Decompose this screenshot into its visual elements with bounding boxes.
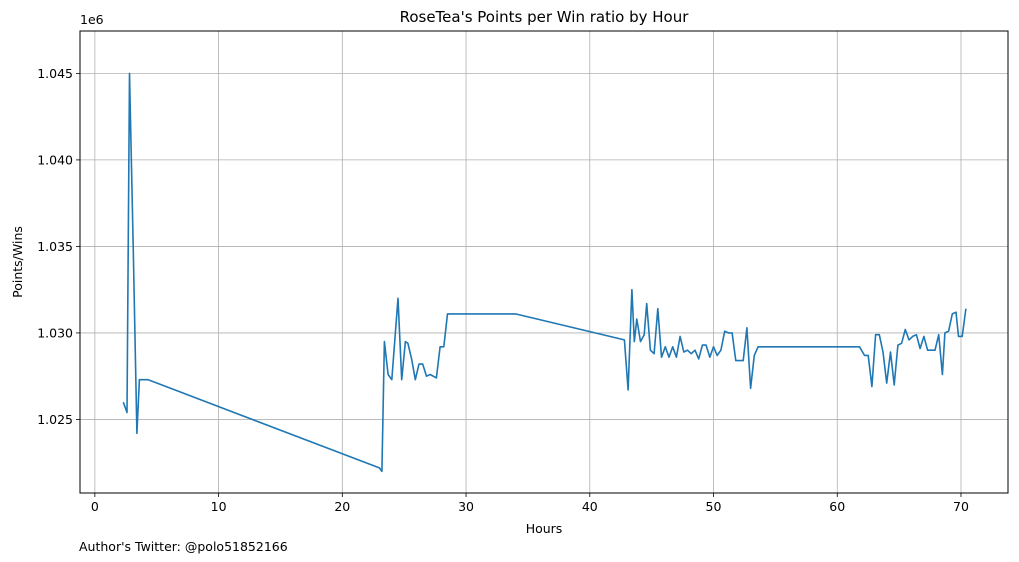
x-tick-label: 30 <box>458 499 474 514</box>
x-tick-label: 10 <box>211 499 227 514</box>
y-tick-label: 1.035 <box>37 239 73 254</box>
line-layer <box>122 72 967 473</box>
y-tick-label: 1.045 <box>37 66 73 81</box>
y-axis-label: Points/Wins <box>10 226 25 298</box>
tick-layer: 0 10 20 30 40 50 60 70 1.025 1.030 1.035 1.040 1.045 <box>37 66 969 514</box>
x-tick-label: 50 <box>706 499 722 514</box>
y-offset-label: 1e6 <box>80 12 104 27</box>
series-line <box>122 72 967 473</box>
y-tick-label: 1.025 <box>37 412 73 427</box>
plot-frame <box>79 30 1009 494</box>
y-tick-label: 1.040 <box>37 152 73 167</box>
author-credit: Author's Twitter: @polo51852166 <box>79 539 288 554</box>
x-tick-label: 60 <box>829 499 845 514</box>
x-tick-label: 70 <box>953 499 969 514</box>
grid-layer <box>80 31 1008 493</box>
x-axis-label: Hours <box>526 521 563 536</box>
x-tick-label: 40 <box>582 499 598 514</box>
x-tick-label: 20 <box>334 499 350 514</box>
y-tick-label: 1.030 <box>37 325 73 340</box>
chart-title: RoseTea's Points per Win ratio by Hour <box>400 8 690 26</box>
x-tick-label: 0 <box>91 499 99 514</box>
